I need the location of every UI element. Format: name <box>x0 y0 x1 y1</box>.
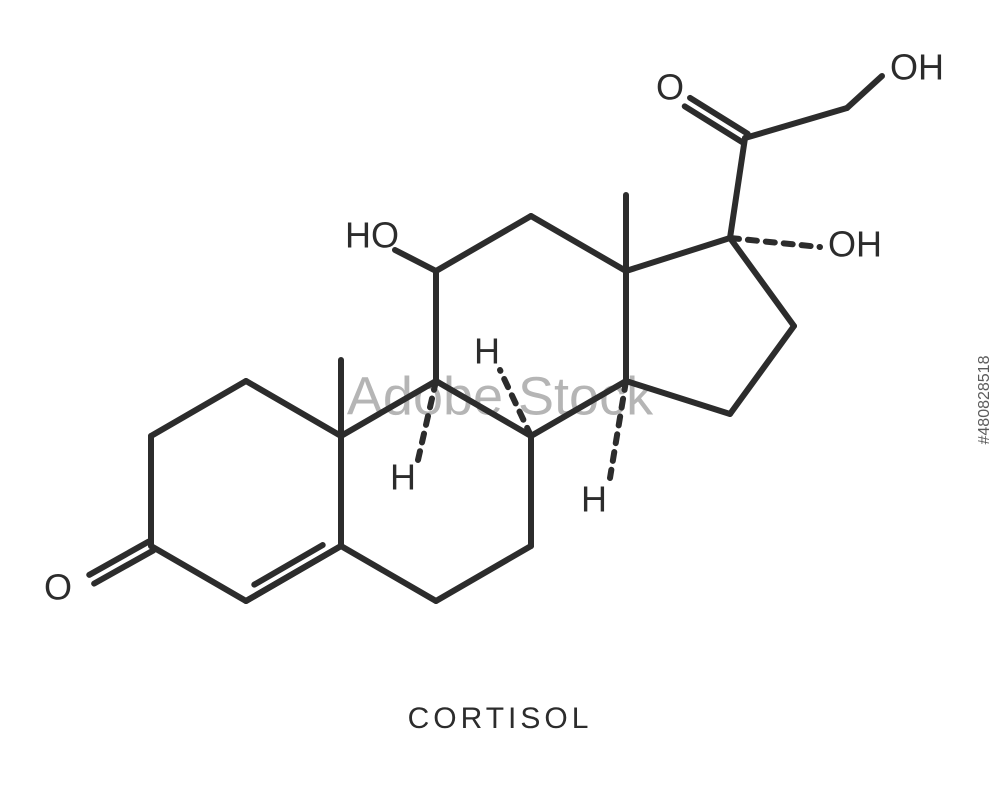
atom-label: O <box>656 67 684 108</box>
atom-label: OH <box>828 224 882 265</box>
atom-label: H <box>474 331 500 372</box>
atom-label: HO <box>345 215 399 256</box>
molecule-diagram: Adobe StockOHOOHOOHHHHCORTISOL#480828518 <box>0 0 1000 800</box>
atom-label: H <box>581 479 607 520</box>
atom-label: OH <box>890 47 944 88</box>
stock-id: #480828518 <box>976 355 993 444</box>
molecule-caption: CORTISOL <box>408 702 593 735</box>
atom-label: H <box>390 457 416 498</box>
atom-label-o3: O <box>44 567 72 608</box>
